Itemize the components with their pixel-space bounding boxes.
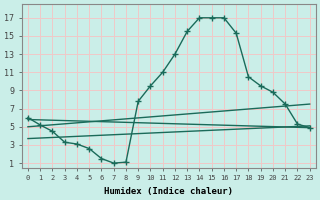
X-axis label: Humidex (Indice chaleur): Humidex (Indice chaleur) — [104, 187, 233, 196]
